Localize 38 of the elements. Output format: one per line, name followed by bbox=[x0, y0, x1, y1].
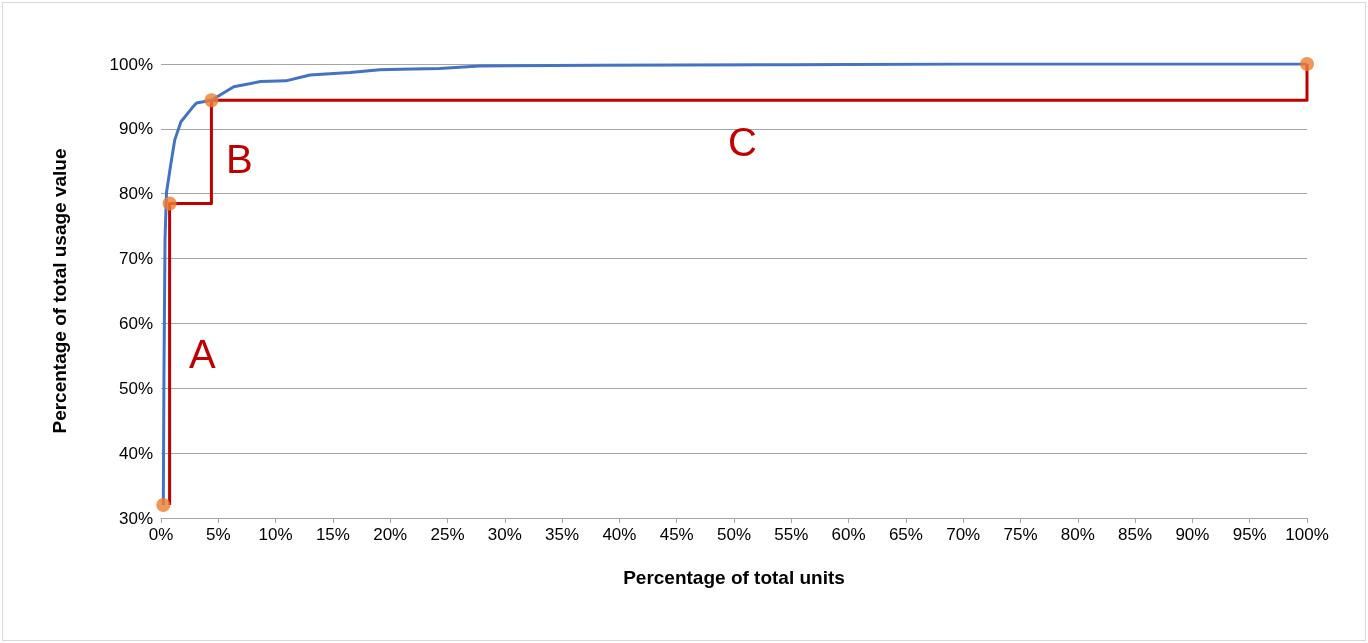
y-tick-label: 40% bbox=[118, 443, 153, 463]
point bbox=[1300, 57, 1314, 71]
x-tick-label: 0% bbox=[148, 525, 174, 544]
annotation: A bbox=[189, 332, 216, 376]
x-tick-label: 75% bbox=[1003, 525, 1038, 544]
x-tick-label: 95% bbox=[1232, 525, 1267, 544]
x-tick-label: 30% bbox=[487, 525, 522, 544]
annotation: B bbox=[226, 137, 253, 181]
x-tick-label: 45% bbox=[659, 525, 694, 544]
x-tick-label: 70% bbox=[946, 525, 981, 544]
y-tick-label: 90% bbox=[118, 119, 153, 139]
y-tick-label: 30% bbox=[118, 508, 153, 528]
x-tick-label: 5% bbox=[206, 525, 231, 544]
x-axis-title: Percentage of total units bbox=[623, 567, 845, 588]
y-tick-label: 80% bbox=[118, 184, 153, 204]
x-tick-label: 15% bbox=[315, 525, 350, 544]
x-tick-label: 55% bbox=[774, 525, 809, 544]
y-tick-label: 70% bbox=[118, 249, 153, 269]
y-tick-label: 50% bbox=[118, 378, 153, 398]
x-tick-label: 80% bbox=[1060, 525, 1095, 544]
x-tick-label: 40% bbox=[602, 525, 637, 544]
x-tick-label: 35% bbox=[545, 525, 580, 544]
x-tick-label: 10% bbox=[258, 525, 293, 544]
x-tick-label: 50% bbox=[716, 525, 752, 544]
x-tick-label: 85% bbox=[1118, 525, 1153, 544]
y-tick-label: 60% bbox=[118, 313, 153, 333]
y-axis-title: Percentage of total usage value bbox=[49, 148, 70, 434]
point bbox=[162, 196, 177, 211]
x-tick-label: 20% bbox=[373, 525, 408, 544]
annotation: C bbox=[728, 120, 757, 164]
x-tick-label: 90% bbox=[1175, 525, 1210, 544]
x-tick-label: 65% bbox=[888, 525, 923, 544]
x-tick-label: 25% bbox=[430, 525, 465, 544]
y-tick-label: 100% bbox=[109, 54, 153, 74]
x-tick-label: 60% bbox=[831, 525, 866, 544]
point bbox=[204, 93, 219, 108]
x-tick-label: 100% bbox=[1285, 525, 1329, 544]
point bbox=[156, 498, 171, 513]
